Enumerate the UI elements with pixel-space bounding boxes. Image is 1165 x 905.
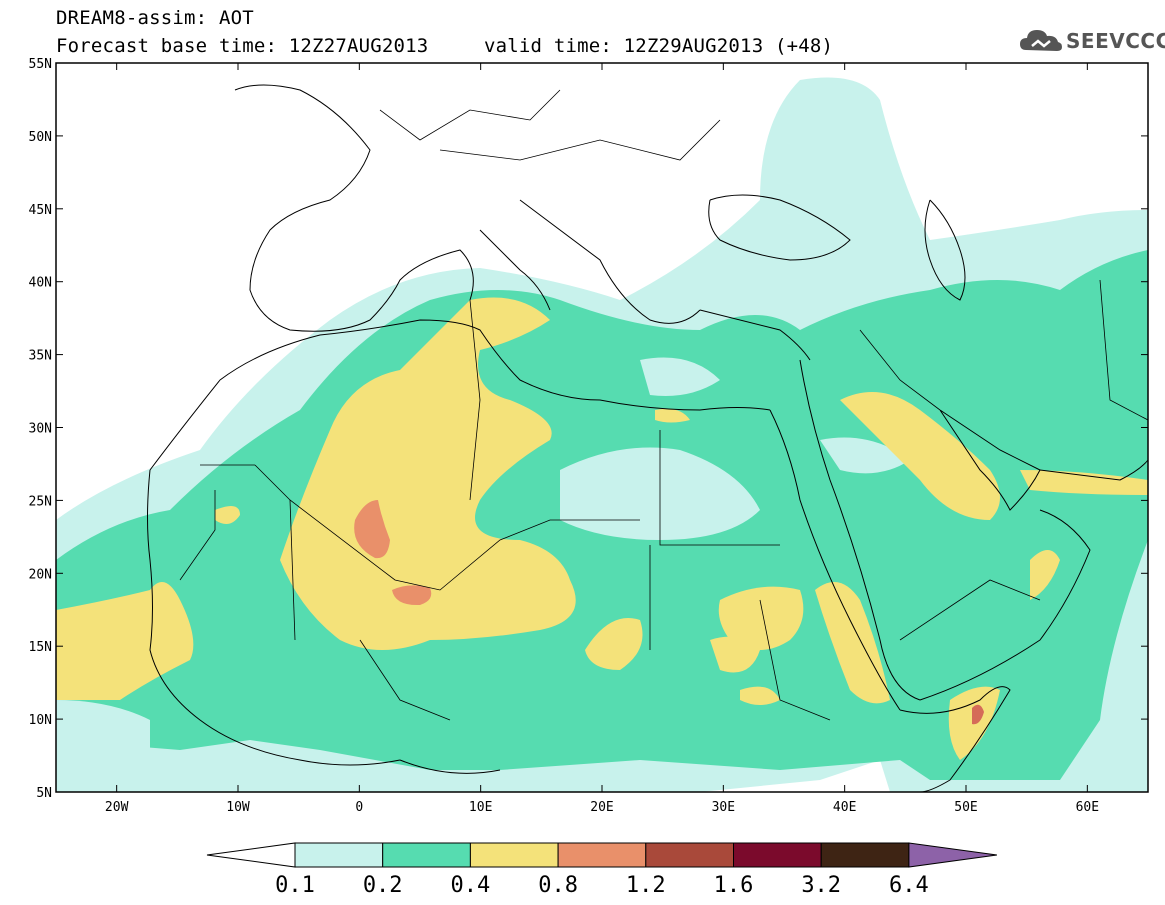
lat-tick-label: 15N	[29, 640, 52, 655]
colorbar-label: 6.4	[889, 873, 929, 898]
aot-patch-low-arabia	[820, 437, 910, 474]
colorbar-segment	[820, 842, 910, 868]
coast-horn-of-africa	[899, 686, 1011, 792]
lat-tick-label: 30N	[29, 422, 52, 437]
map-title: DREAM8-assim: AOT	[56, 7, 254, 29]
lat-tick-label: 55N	[29, 57, 52, 72]
aot-map: 20W 10W 0 10E 20E 30E 40E 50E 60E 55N 50N 45N 40N 35…	[29, 57, 1149, 815]
colorbar-label: 3.2	[801, 873, 841, 898]
border-iraq-iran	[859, 329, 941, 411]
colorbar-label: 0.2	[363, 873, 403, 898]
aot-band-high-west-africa	[56, 582, 194, 700]
colorbar-over-triangle	[908, 842, 997, 868]
border-mali	[289, 499, 296, 641]
colorbar-under-triangle	[206, 842, 296, 868]
border-egypt-sudan	[659, 430, 780, 546]
coast-turkey	[699, 309, 811, 361]
lat-tick-label: 35N	[29, 349, 52, 364]
colorbar-label: 0.8	[538, 873, 578, 898]
cloud-icon	[1020, 30, 1062, 51]
coast-persian-gulf	[939, 409, 1041, 511]
colorbar-label: 1.6	[714, 873, 754, 898]
border-balkans	[439, 119, 721, 161]
lat-tick-label: 40N	[29, 276, 52, 291]
coast-red-sea	[769, 409, 901, 711]
coast-black-sea	[708, 194, 851, 261]
lon-tick-label: 40E	[833, 800, 856, 815]
border-sahel-south	[359, 639, 451, 721]
aot-patch-high-red-sea	[815, 582, 890, 704]
border-central-europe	[379, 89, 561, 141]
lat-tick-label: 25N	[29, 494, 52, 509]
aot-patch-high-arabia	[840, 392, 1000, 520]
lon-tick-label: 20W	[105, 800, 129, 815]
colorbar-label: 1.2	[626, 873, 666, 898]
colorbar-segment	[382, 842, 471, 868]
logo-text: SEEVCCC	[1066, 29, 1165, 53]
aot-patch-low-atlantic	[56, 700, 150, 760]
aot-patch-very-high-algeria	[354, 500, 390, 559]
aot-patch-high-tunisia	[505, 313, 540, 327]
colorbar-segment	[294, 842, 384, 868]
coast-west-africa	[147, 469, 401, 766]
lat-tick-label: 5N	[36, 786, 52, 801]
seevccc-logo: SEEVCCC	[1018, 24, 1165, 56]
border-saudi-yemen-oman	[899, 579, 1041, 641]
lat-axis: 55N 50N 45N 40N 35N 30N 25N 20N 15N 10N 5N	[29, 57, 1148, 801]
aot-patch-low-mediterranean	[640, 357, 720, 396]
colorbar-segment	[645, 842, 734, 868]
lat-tick-label: 50N	[29, 130, 52, 145]
colorbar-segment	[557, 842, 647, 868]
coast-caspian	[924, 199, 966, 301]
border-ethiopia	[759, 599, 831, 721]
aot-patch-high-horn	[740, 686, 780, 705]
border-algeria-libya	[469, 299, 481, 501]
valid-time: valid time: 12Z29AUG2013 (+48)	[484, 35, 834, 57]
aot-patch-high-ethiopia	[710, 636, 760, 673]
lat-tick-label: 20N	[29, 567, 52, 582]
coastlines	[147, 84, 1148, 792]
aot-patch-very-high-niger	[392, 585, 432, 606]
coast-east-africa	[399, 759, 501, 774]
coast-iran	[1039, 459, 1148, 481]
lon-tick-label: 20E	[590, 800, 613, 815]
aot-patch-high-mauritania	[215, 506, 240, 524]
aot-patch-very-high-somalia	[972, 704, 984, 725]
colorbar-label: 0.1	[275, 873, 315, 898]
border-west-sahel	[179, 490, 216, 581]
lon-tick-label: 30E	[712, 800, 735, 815]
colorbar-segment	[733, 842, 822, 868]
border-iran-afghanistan	[1099, 279, 1148, 421]
coast-italy	[479, 229, 551, 311]
aot-field	[56, 77, 1148, 792]
aot-patch-high-oman	[1030, 550, 1060, 600]
lon-tick-label: 50E	[954, 800, 977, 815]
aot-patch-high-libya	[655, 408, 690, 423]
lon-tick-label: 60E	[1076, 800, 1099, 815]
lat-tick-label: 10N	[29, 713, 52, 728]
coast-balkans-greece	[519, 199, 701, 324]
colorbar-segment	[469, 842, 559, 868]
lon-tick-label: 0	[355, 800, 363, 815]
lon-tick-label: 10E	[469, 800, 492, 815]
forecast-base-time: Forecast base time: 12Z27AUG2013	[56, 35, 429, 57]
coast-north-africa	[149, 319, 771, 471]
coast-arabia-west	[799, 359, 921, 701]
aot-patch-high-gulf	[1020, 470, 1148, 495]
lon-axis: 20W 10W 0 10E 20E 30E 40E 50E 60E	[105, 63, 1099, 815]
colorbar-label: 0.4	[451, 873, 491, 898]
lon-tick-label: 10W	[226, 800, 250, 815]
aot-band-high-sahara	[280, 297, 576, 650]
lat-tick-label: 45N	[29, 203, 52, 218]
coast-arabia-south	[919, 509, 1091, 701]
aot-patch-high-chad	[585, 618, 643, 670]
coast-iberia-france	[234, 84, 474, 332]
aot-patch-high-sudan	[718, 586, 804, 650]
country-borders	[179, 89, 1148, 721]
